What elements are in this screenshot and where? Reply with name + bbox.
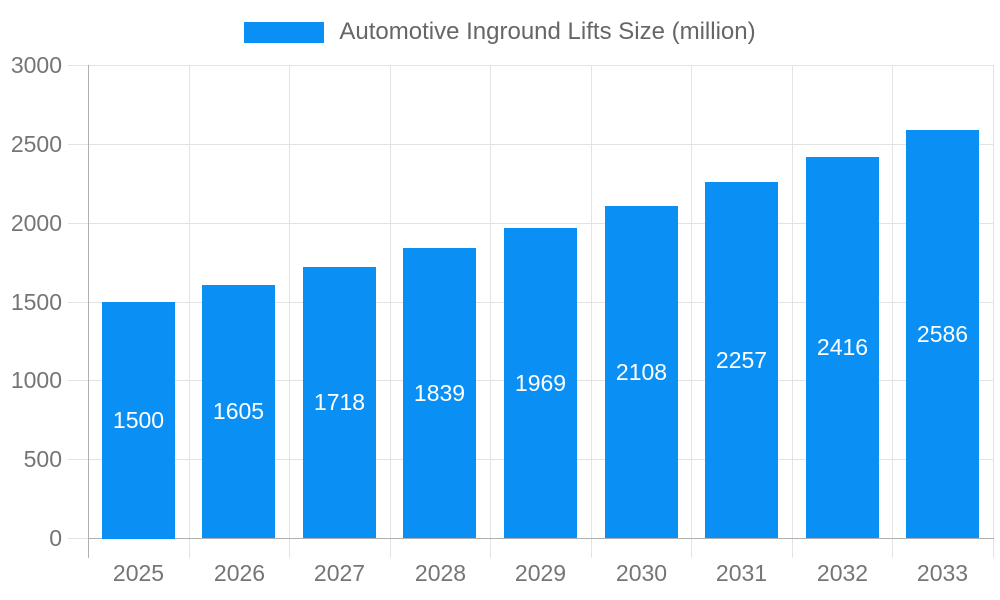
x-axis-label: 2029 (514, 560, 567, 586)
bar: 1969 (504, 228, 577, 538)
x-axis-label: 2025 (112, 560, 165, 586)
x-tick (993, 538, 994, 558)
bar-value-label: 1605 (212, 398, 265, 424)
x-gridline (691, 65, 692, 538)
bar: 2257 (705, 182, 778, 538)
x-gridline (289, 65, 290, 538)
x-axis-label: 2033 (916, 560, 969, 586)
legend-label: Automotive Inground Lifts Size (million) (339, 18, 756, 45)
x-axis-label: 2027 (313, 560, 366, 586)
bar-value-label: 2586 (916, 320, 969, 347)
x-gridline (993, 65, 994, 538)
y-gridline (88, 65, 993, 66)
x-tick (691, 538, 692, 558)
bar: 2108 (605, 206, 678, 538)
y-tick (68, 380, 88, 381)
x-gridline (892, 65, 893, 538)
bar: 1839 (403, 248, 476, 538)
x-gridline (490, 65, 491, 538)
y-axis-label: 1500 (10, 289, 62, 315)
y-axis-label: 2500 (10, 131, 62, 157)
bar-value-label: 1500 (112, 407, 165, 433)
x-tick (490, 538, 491, 558)
x-gridline (189, 65, 190, 538)
x-axis-label: 2030 (615, 560, 668, 586)
x-tick (189, 538, 190, 558)
x-axis-label: 2031 (715, 560, 768, 586)
bar: 1605 (202, 285, 275, 538)
y-axis-label: 3000 (10, 52, 62, 78)
y-axis-label: 500 (23, 446, 62, 472)
y-gridline (88, 144, 993, 145)
y-gridline (88, 223, 993, 224)
y-axis-label: 2000 (10, 210, 62, 236)
x-tick (792, 538, 793, 558)
legend: Automotive Inground Lifts Size (million) (0, 17, 1000, 47)
y-tick (68, 538, 88, 539)
bar: 1718 (303, 267, 376, 538)
bar: 2586 (906, 130, 979, 538)
y-tick (68, 144, 88, 145)
bar-value-label: 1969 (514, 369, 567, 396)
bar-value-label: 2416 (816, 334, 869, 360)
y-axis-label: 0 (49, 525, 62, 551)
y-axis-line (88, 65, 89, 558)
x-tick (390, 538, 391, 558)
bar: 1500 (102, 302, 175, 539)
x-axis-label: 2032 (816, 560, 869, 586)
bar-value-label: 2257 (715, 346, 768, 373)
bar-value-label: 1839 (413, 379, 466, 406)
y-tick (68, 302, 88, 303)
y-tick (68, 223, 88, 224)
x-tick (591, 538, 592, 558)
x-tick (892, 538, 893, 558)
x-axis-line (88, 538, 994, 539)
bar-value-label: 1718 (313, 389, 366, 415)
x-gridline (390, 65, 391, 538)
bar-value-label: 2108 (615, 358, 668, 385)
x-gridline (591, 65, 592, 538)
y-tick (68, 65, 88, 66)
x-gridline (792, 65, 793, 538)
legend-swatch (244, 21, 325, 43)
bar: 2416 (806, 157, 879, 538)
x-tick (289, 538, 290, 558)
x-axis-label: 2028 (414, 560, 467, 586)
y-axis-label: 1000 (10, 367, 62, 393)
x-axis-label: 2026 (213, 560, 266, 586)
y-tick (68, 459, 88, 460)
